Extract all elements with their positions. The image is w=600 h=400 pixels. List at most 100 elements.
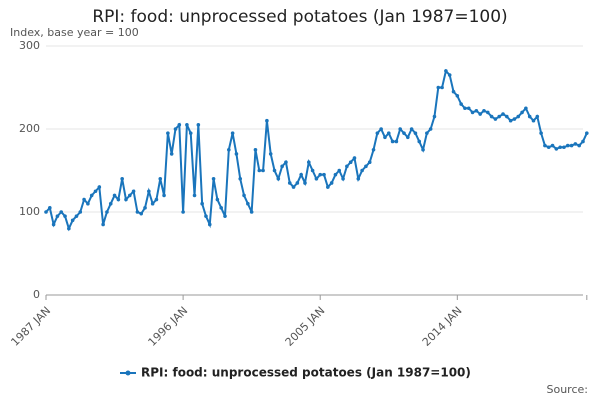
data-point: [230, 131, 235, 135]
data-point: [322, 172, 326, 177]
data-point: [417, 139, 422, 144]
data-point: [581, 139, 585, 144]
data-point: [211, 177, 216, 181]
data-point: [535, 114, 540, 119]
y-tick-label: 100: [19, 205, 40, 218]
data-point: [192, 193, 197, 198]
data-point: [204, 214, 208, 218]
data-point: [371, 147, 376, 152]
data-point: [569, 143, 574, 148]
data-point: [474, 108, 479, 113]
data-point: [196, 123, 201, 127]
data-point: [451, 89, 456, 94]
data-point: [482, 108, 486, 113]
data-point: [150, 201, 155, 206]
legend-marker: [125, 370, 131, 376]
source: Source:: [547, 383, 589, 396]
data-point: [318, 172, 323, 177]
data-point: [108, 201, 113, 206]
data-point: [356, 177, 361, 181]
data-point: [67, 226, 71, 231]
data-point: [493, 117, 498, 121]
data-point: [169, 152, 174, 156]
data-point: [394, 139, 399, 144]
data-point: [406, 135, 410, 140]
data-point: [48, 206, 52, 210]
data-point: [348, 160, 353, 164]
data-point: [329, 181, 334, 185]
data-point: [440, 85, 444, 90]
data-point: [272, 168, 277, 173]
data-point: [234, 152, 239, 156]
data-point: [352, 156, 357, 160]
data-point: [345, 164, 349, 169]
data-point: [367, 160, 372, 164]
data-point: [177, 123, 182, 127]
x-tick-label: 1987 JAN: [8, 304, 53, 349]
data-point: [398, 127, 402, 131]
data-point: [200, 201, 204, 206]
data-point: [326, 185, 330, 189]
data-point: [223, 214, 227, 218]
data-point: [478, 112, 482, 116]
data-point: [112, 193, 117, 198]
data-point: [97, 185, 102, 189]
data-point: [127, 193, 132, 198]
data-point: [86, 201, 90, 206]
data-point: [470, 110, 475, 115]
data-point: [181, 210, 185, 214]
data-point: [185, 123, 189, 127]
data-point: [135, 210, 140, 214]
data-point: [436, 85, 441, 90]
data-point: [253, 147, 258, 152]
data-point: [360, 168, 364, 173]
data-point: [550, 143, 555, 148]
data-point: [428, 127, 433, 131]
data-point: [386, 131, 391, 135]
legend-label: RPI: food: unprocessed potatoes (Jan 198…: [141, 366, 471, 380]
data-point: [188, 131, 193, 135]
data-point: [516, 114, 521, 119]
data-point: [74, 214, 79, 218]
data-point: [497, 114, 502, 119]
data-point: [78, 210, 83, 214]
data-point: [295, 181, 300, 185]
data-point: [207, 222, 212, 227]
data-point: [238, 177, 243, 181]
x-tick-label: 1996 JAN: [146, 304, 191, 349]
data-point: [284, 160, 288, 164]
data-point: [337, 168, 342, 173]
data-point: [276, 177, 281, 181]
data-point: [59, 210, 64, 214]
y-tick-label: 300: [19, 39, 40, 52]
data-point: [520, 110, 524, 115]
data-point: [120, 177, 124, 181]
data-point: [505, 114, 509, 119]
data-point: [524, 106, 528, 111]
data-point: [82, 197, 86, 202]
y-tick-label: 200: [19, 122, 40, 135]
data-point: [287, 181, 292, 185]
data-point: [558, 145, 562, 150]
data-point: [143, 206, 147, 210]
data-point: [432, 114, 437, 119]
data-point: [246, 201, 250, 206]
data-point: [215, 197, 220, 202]
data-point: [390, 139, 395, 144]
data-point: [508, 118, 513, 123]
data-point: [139, 211, 144, 216]
data-point: [89, 193, 94, 198]
data-point: [409, 127, 414, 131]
data-point: [219, 206, 223, 210]
data-point: [101, 222, 105, 227]
data-point: [147, 189, 151, 194]
x-tick-label: 2005 JAN: [283, 304, 328, 349]
data-point: [173, 127, 178, 131]
data-point: [154, 197, 159, 202]
series-line: [45, 68, 588, 232]
data-point: [341, 177, 345, 181]
data-point: [565, 143, 570, 148]
data-point: [44, 210, 48, 214]
data-point: [93, 189, 98, 194]
data-point: [466, 106, 471, 111]
